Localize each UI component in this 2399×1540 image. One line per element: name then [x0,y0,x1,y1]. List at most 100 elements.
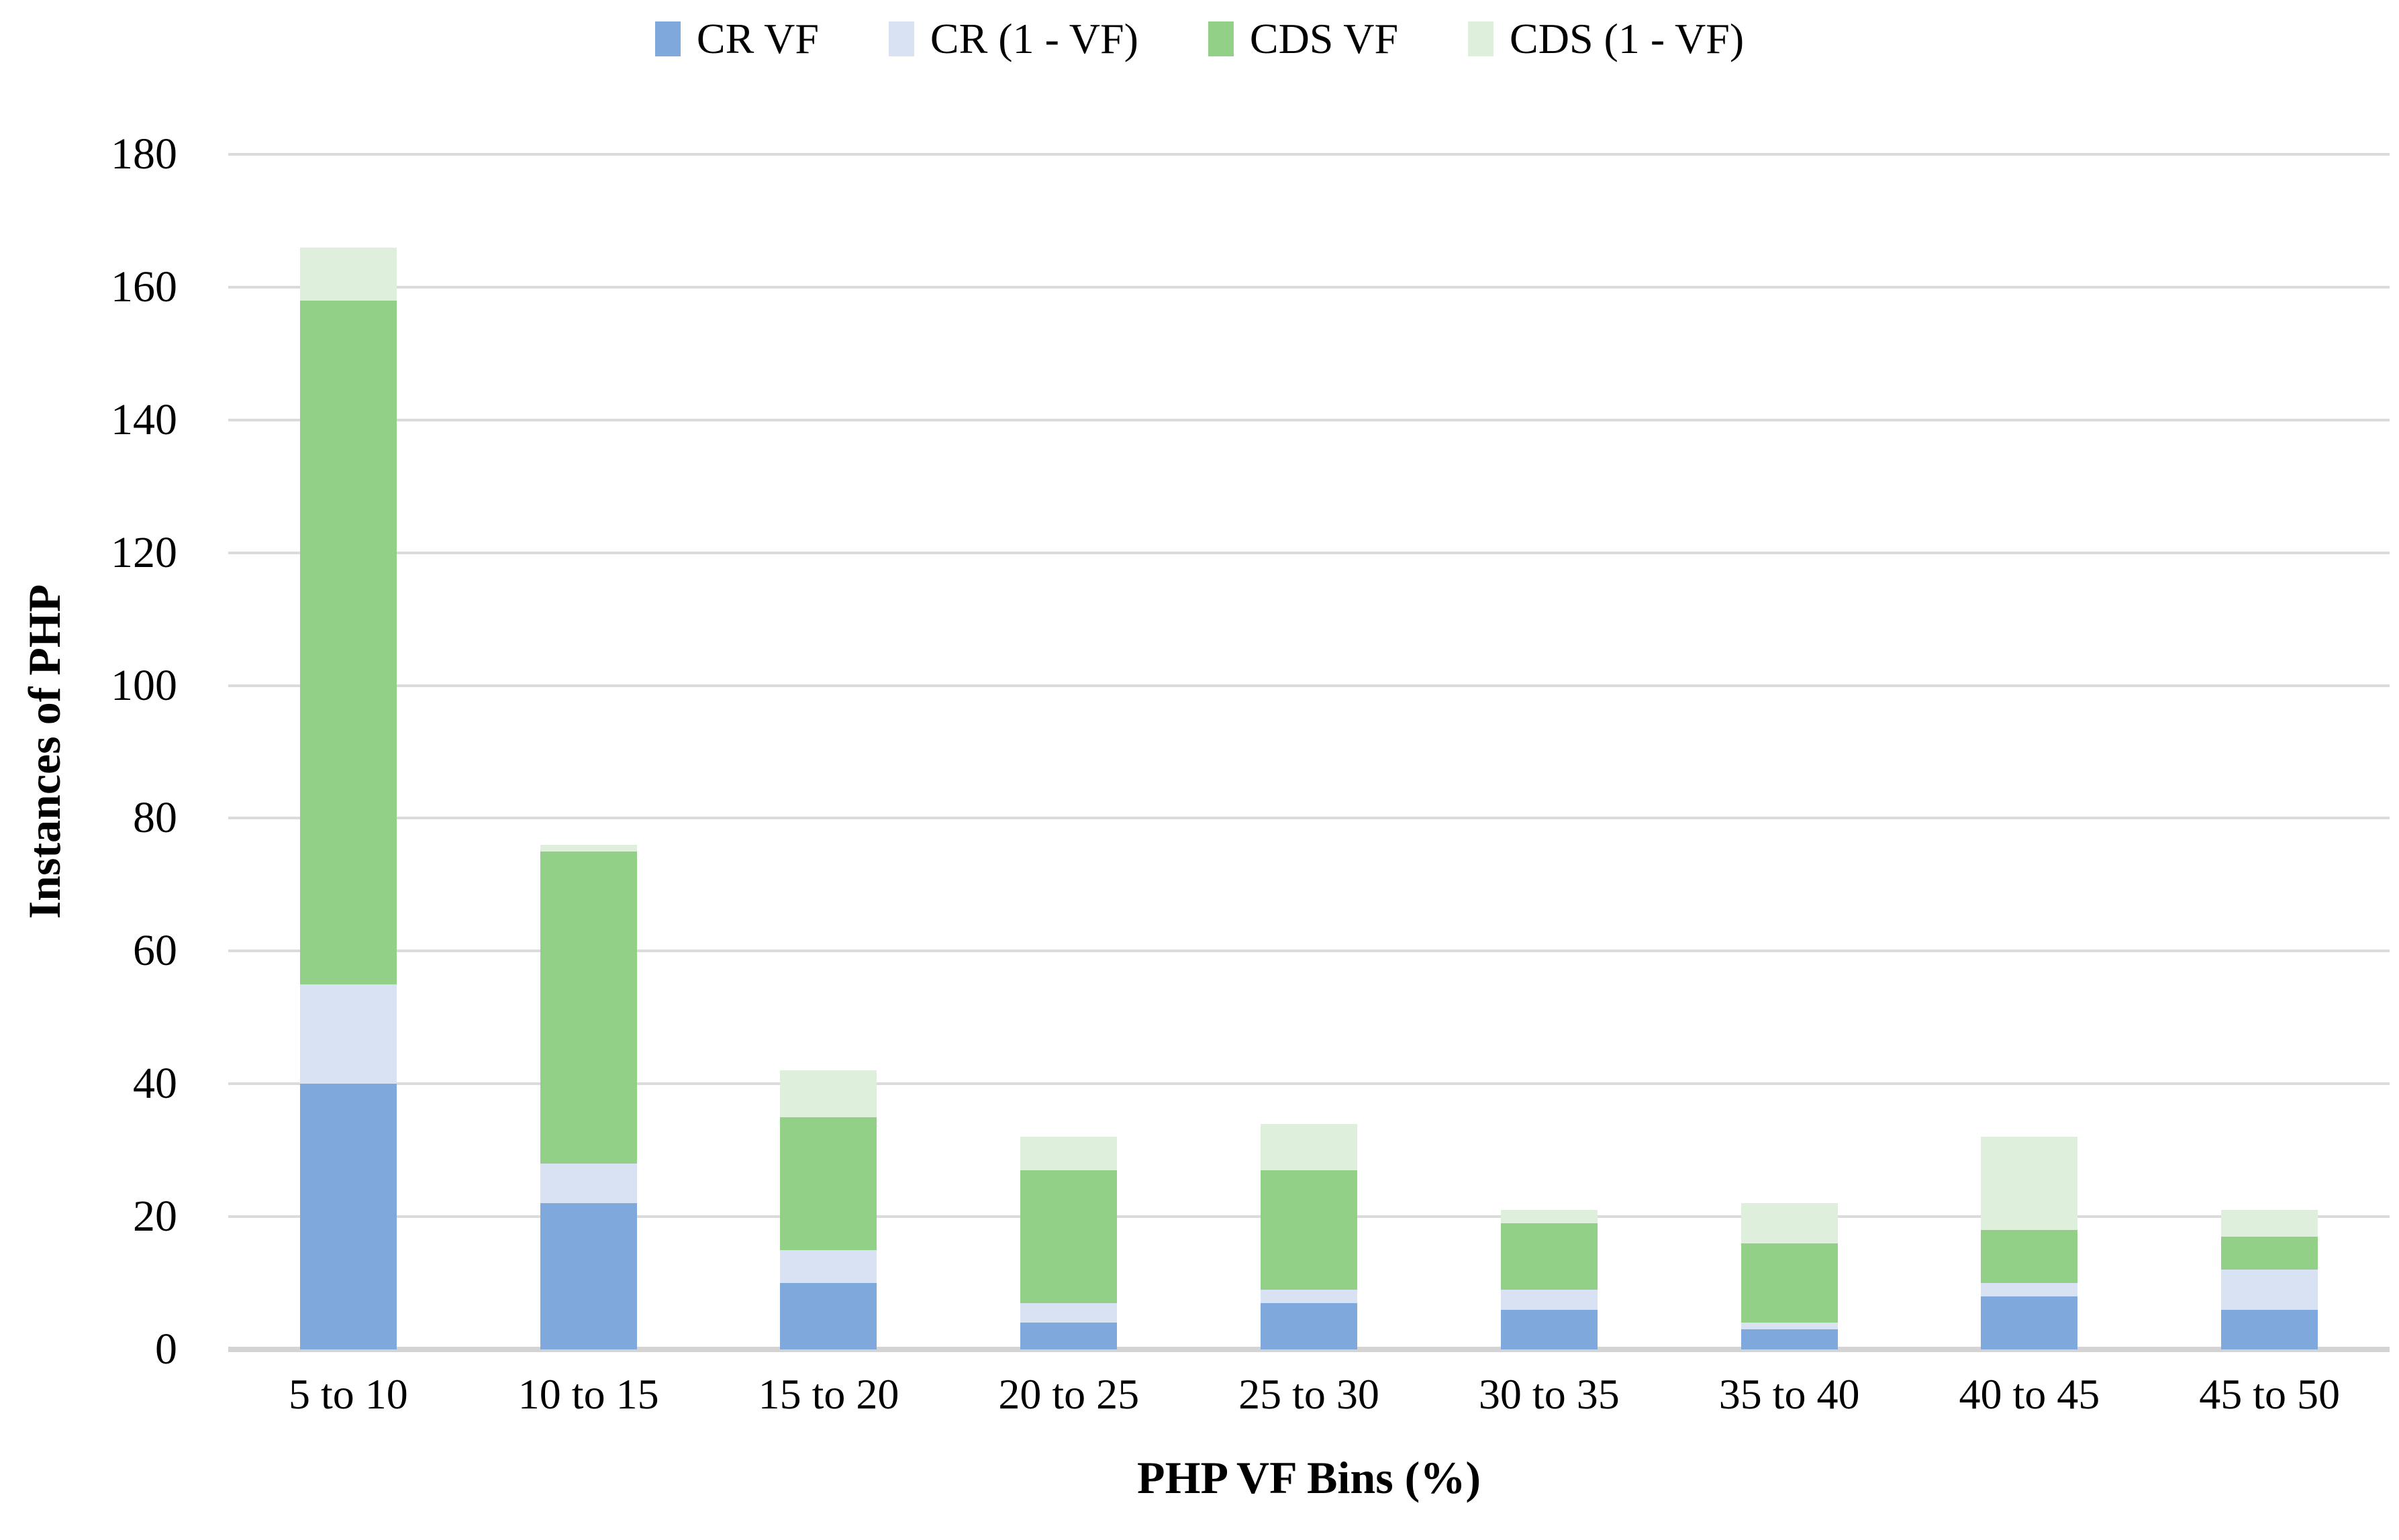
bar-segment-cr-vf [1261,1302,1358,1349]
gridline [228,949,2390,953]
legend-label: CDS VF [1249,15,1399,62]
bar-segment-cds-1-vf [1741,1203,1838,1243]
category-slot [1909,154,2149,1349]
legend-label: CR VF [696,15,819,62]
bar-segment-cds-1-vf [1020,1137,1118,1170]
stacked-bar [299,247,397,1349]
bar-segment-cr-1-vf [1261,1289,1358,1303]
legend-swatch-icon [654,21,681,56]
bar-segment-cr-1-vf [1981,1283,2078,1296]
y-tick-label: 140 [111,395,177,444]
category-slot [2149,154,2390,1349]
category-slot [1189,154,1429,1349]
category-slot [948,154,1189,1349]
stacked-bar [1741,1203,1838,1349]
stacked-bar [1500,1210,1598,1349]
y-tick-label: 80 [133,793,177,843]
bar-segment-cds-1-vf [1500,1210,1598,1224]
bar-segment-cds-1-vf [1981,1137,2078,1230]
plot-area [228,153,2390,1352]
bar-segment-cds-1-vf [1261,1123,1358,1170]
category-slot [1669,154,1910,1349]
bar-segment-cr-vf [780,1283,877,1349]
y-axis-tick-labels: 0 20 40 60 80 100 120 140 160 180 [0,132,201,1372]
y-tick-label: 160 [111,262,177,311]
x-axis-category-labels: 5 to 10 10 to 15 15 to 20 20 to 25 25 to 30 3… [228,1373,2390,1416]
bar-segment-cds-vf [2221,1236,2318,1270]
stacked-bar [540,845,637,1349]
gridline [228,418,2390,421]
stacked-bar [1020,1137,1118,1349]
bar-segment-cds-vf [1500,1223,1598,1290]
bar-segment-cds-1-vf [780,1070,877,1117]
bar-segment-cds-vf [1020,1170,1118,1303]
category-slot [709,154,949,1349]
bar-segment-cr-vf [1981,1296,2078,1349]
x-category-label: 5 to 10 [289,1370,408,1418]
category-slot [228,154,469,1349]
gridline [228,551,2390,554]
bar-segment-cr-vf [540,1203,637,1349]
bar-segment-cr-1-vf [1741,1323,1838,1330]
bar-segment-cds-vf [1741,1243,1838,1323]
category-slot [1429,154,1669,1349]
bar-segment-cds-1-vf [299,247,397,301]
bar-segment-cr-1-vf [1020,1302,1118,1323]
bar-segment-cds-1-vf [540,845,637,852]
y-tick-label: 60 [133,926,177,976]
category-slot [469,154,709,1349]
bar-segment-cr-1-vf [540,1163,637,1204]
bar-segment-cds-vf [780,1117,877,1250]
x-category-label: 30 to 35 [1478,1370,1620,1418]
x-axis-line [228,1347,2390,1352]
bar-segment-cr-vf [1020,1323,1118,1349]
bar-segment-cds-vf [540,851,637,1164]
legend-label: CDS (1 - VF) [1510,15,1745,62]
bar-segment-cds-vf [1981,1229,2078,1284]
bar-segment-cr-vf [2221,1309,2318,1349]
stacked-bar [2221,1210,2318,1349]
bars-container [228,154,2390,1349]
bar-segment-cr-1-vf [1500,1289,1598,1310]
x-category-label: 25 to 30 [1238,1370,1379,1418]
y-tick-label: 120 [111,527,177,577]
y-tick-label: 180 [111,130,177,178]
bar-segment-cds-vf [1261,1170,1358,1290]
bar-segment-cr-vf [1741,1329,1838,1349]
y-tick-label: 100 [111,660,177,710]
y-tick-label: 20 [133,1192,177,1241]
gridline [228,684,2390,687]
legend-label: CR (1 - VF) [930,15,1138,62]
bar-segment-cr-1-vf [780,1249,877,1284]
x-category-label: 45 to 50 [2199,1370,2341,1418]
bar-segment-cr-1-vf [2221,1270,2318,1310]
stacked-bar [1261,1123,1358,1349]
legend-swatch-icon [1468,21,1494,56]
legend-item: CDS (1 - VF) [1468,17,1744,60]
gridline [228,153,2390,156]
x-category-label: 35 to 40 [1718,1370,1860,1418]
gridline [228,1082,2390,1086]
gridline [228,817,2390,820]
legend-item: CR (1 - VF) [888,15,1138,62]
stacked-bar [780,1070,877,1349]
y-tick-label: 0 [155,1325,177,1374]
y-tick-label: 40 [133,1059,177,1109]
stacked-bar [1981,1137,2078,1349]
gridline [228,285,2390,289]
chart-legend: CR VF CR (1 - VF) CDS VF CDS (1 - VF) [0,17,2399,60]
x-category-label: 15 to 20 [758,1370,899,1418]
bar-segment-cr-1-vf [299,984,397,1084]
bar-segment-cds-vf [299,300,397,984]
bar-segment-cr-vf [1500,1309,1598,1349]
bar-segment-cr-vf [299,1084,397,1349]
bar-segment-cds-1-vf [2221,1210,2318,1237]
x-category-label: 10 to 15 [518,1370,659,1418]
x-axis-title: PHP VF Bins (%) [1137,1452,1481,1503]
legend-swatch-icon [1208,21,1234,56]
x-category-label: 40 to 45 [1959,1370,2100,1418]
legend-swatch-icon [888,21,914,56]
legend-item: CR VF [654,15,819,62]
x-category-label: 20 to 25 [998,1370,1140,1418]
